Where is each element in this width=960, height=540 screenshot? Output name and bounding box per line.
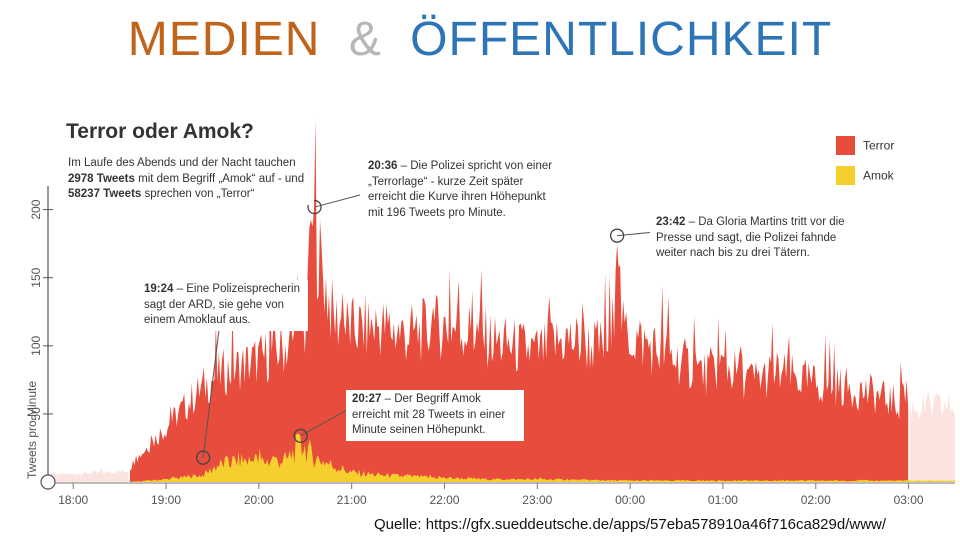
x-tick-label-4: 22:00 — [429, 493, 459, 507]
annotation-1924: 19:24 – Eine Polizeisprecherin sagt der … — [138, 280, 308, 331]
legend-terror: Terror — [836, 136, 894, 155]
summary-pre: Im Laufe des Abends und der Nacht tauche… — [68, 157, 296, 169]
terror-area-faded-start — [50, 467, 129, 482]
annotation-2342-time: 23:42 — [656, 216, 686, 228]
annotation-1924-time: 19:24 — [144, 283, 174, 295]
annotation-connector-0 — [202, 329, 220, 458]
x-tick-label-6: 00:00 — [615, 493, 645, 507]
annotation-2342-text: – Da Gloria Martins tritt vor die Presse… — [656, 216, 845, 259]
slide-title-medien: MEDIEN — [127, 13, 321, 66]
x-tick-label-0: 18:00 — [58, 493, 88, 507]
summary-terror-count: 58237 Tweets — [68, 188, 142, 200]
annotation-2027: 20:27 – Der Begriff Amok erreicht mit 28… — [346, 390, 524, 441]
terror-area — [129, 119, 909, 483]
x-tick-label-2: 20:00 — [244, 493, 274, 507]
annotation-1924-text: – Eine Polizeisprecherin sagt der ARD, s… — [144, 283, 300, 326]
x-tick-label-5: 23:00 — [522, 493, 552, 507]
summary-mid: mit dem Begriff „Amok“ auf - und — [138, 172, 305, 185]
annotation-2036-text: – Die Polizei spricht von einer „Terrorl… — [368, 160, 553, 219]
chart-title: Terror oder Amok? — [66, 120, 254, 143]
annotation-connector-2 — [300, 409, 348, 437]
y-tick-label-50: 50 — [29, 407, 43, 421]
annotation-marker-3 — [609, 228, 625, 243]
annotation-2342: 23:42 – Da Gloria Martins tritt vor die … — [650, 213, 862, 264]
legend-terror-swatch — [836, 136, 855, 155]
annotation-marker-0 — [196, 450, 211, 465]
summary-amok-count: 2978 Tweets — [68, 172, 135, 185]
annotation-marker-1 — [307, 199, 322, 215]
annotation-marker-2 — [293, 428, 308, 444]
y-axis-origin-marker — [40, 474, 56, 490]
x-tick-label-1: 19:00 — [151, 493, 181, 507]
legend-terror-label: Terror — [863, 138, 895, 153]
slide-title: MEDIEN & ÖFFENTLICHKEIT — [0, 10, 960, 70]
y-tick-label-100: 100 — [29, 335, 43, 355]
slide-title-oeffentlichkeit: ÖFFENTLICHKEIT — [410, 13, 833, 66]
source-caption: Quelle: https://gfx.sueddeutsche.de/apps… — [374, 516, 887, 533]
x-tick-label-7: 01:00 — [708, 493, 738, 507]
legend-amok-swatch — [836, 166, 855, 185]
y-tick-label-200: 200 — [29, 199, 43, 219]
y-axis-label: Tweets pro Minute — [25, 381, 39, 479]
x-tick-label-8: 02:00 — [801, 493, 831, 507]
annotation-2027-text: – Der Begriff Amok erreicht mit 28 Tweet… — [352, 393, 506, 436]
annotation-2027-time: 20:27 — [352, 393, 382, 405]
legend-amok-label: Amok — [863, 168, 894, 183]
summary-note: Im Laufe des Abends und der Nacht tauche… — [62, 154, 314, 205]
y-tick-label-150: 150 — [29, 267, 43, 287]
summary-post: sprechen von „Terror“ — [144, 188, 255, 200]
amok-area — [129, 433, 955, 482]
slide-title-ampersand: & — [348, 13, 382, 66]
annotation-connector-1 — [314, 194, 361, 208]
annotation-2036-time: 20:36 — [368, 160, 398, 172]
x-tick-label-9: 03:00 — [894, 493, 924, 507]
x-tick-label-3: 21:00 — [337, 493, 367, 507]
annotation-2036: 20:36 – Die Polizei spricht von einer „T… — [362, 157, 564, 223]
terror-area-faded-end — [909, 390, 955, 482]
legend-amok: Amok — [836, 166, 894, 185]
